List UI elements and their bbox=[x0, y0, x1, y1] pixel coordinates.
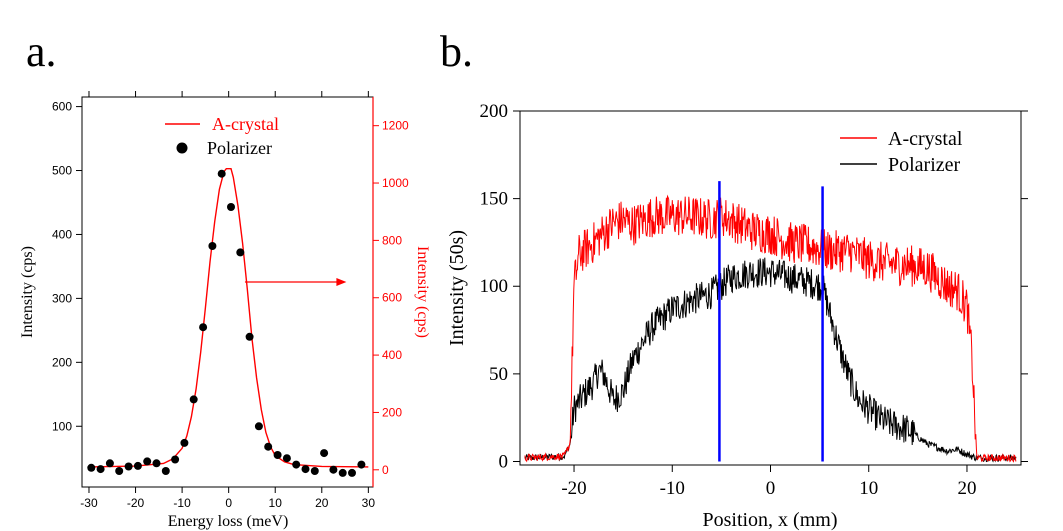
panel-a-y-axis: 100 200 300 400 500 600 bbox=[52, 100, 82, 433]
panel-b-label: b. bbox=[440, 27, 473, 76]
polarizer-point bbox=[301, 465, 310, 474]
a-x-tick-label: 20 bbox=[315, 496, 329, 510]
polarizer-point bbox=[199, 323, 208, 332]
a-y2-tick-label: 1000 bbox=[382, 176, 409, 190]
panel-b-y-label: Intensity (50s) bbox=[446, 230, 468, 346]
polarizer-point bbox=[338, 468, 347, 477]
b-y-tick-label: 150 bbox=[480, 189, 509, 210]
a-x-tick-label: -10 bbox=[173, 496, 191, 510]
a-x-tick-label: 10 bbox=[269, 496, 283, 510]
polarizer-point bbox=[180, 438, 189, 447]
axis-arrow-head bbox=[336, 277, 347, 286]
polarizer-point bbox=[320, 449, 329, 458]
polarizer-point bbox=[189, 395, 198, 404]
a-y2-tick-label: 800 bbox=[382, 233, 402, 247]
b-x-tick-label: 0 bbox=[766, 478, 776, 499]
panel-a-x-axis: -30 -20 -10 0 10 20 30 bbox=[80, 91, 375, 510]
a-y2-tick-label: 0 bbox=[382, 463, 389, 477]
legend-polarizer-marker bbox=[176, 142, 188, 154]
b-x-tick-label: -20 bbox=[561, 478, 586, 499]
polarizer-point bbox=[245, 332, 254, 341]
b-x-tick-label: 20 bbox=[957, 478, 976, 499]
panel-b-vertical-markers bbox=[718, 181, 824, 462]
panel-a-y2-label: Intensity (cps) bbox=[414, 246, 431, 338]
b-x-tick-label: 10 bbox=[859, 478, 878, 499]
polarizer-point bbox=[236, 248, 245, 257]
panel-b-chart: -20 -10 0 10 20 0 50 100 150 200 A-crystal Polar… bbox=[446, 101, 1028, 531]
polarizer-point bbox=[329, 465, 338, 474]
panel-b-y-axis: 0 50 100 150 200 bbox=[480, 101, 1028, 472]
polarizer-point bbox=[143, 457, 152, 466]
legend-a-crystal-label: A-crystal bbox=[212, 114, 279, 134]
legend-b-a-crystal-label: A-crystal bbox=[888, 128, 963, 150]
legend-b-polarizer-label: Polarizer bbox=[888, 154, 961, 176]
polarizer-point bbox=[96, 465, 105, 474]
a-y2-tick-label: 400 bbox=[382, 348, 402, 362]
polarizer-point bbox=[273, 451, 282, 459]
a-y-tick-label: 200 bbox=[52, 355, 72, 369]
polarizer-point bbox=[348, 468, 356, 477]
polarizer-point bbox=[105, 459, 114, 468]
b-polarizer-line bbox=[524, 257, 1017, 463]
panel-b-x-label: Position, x (mm) bbox=[702, 509, 837, 531]
a-y-tick-label: 600 bbox=[52, 100, 72, 114]
a-x-tick-label: -20 bbox=[127, 496, 145, 510]
panel-a-series bbox=[87, 168, 369, 477]
a-x-tick-label: 0 bbox=[225, 496, 232, 510]
panel-a-label: a. bbox=[26, 27, 57, 76]
b-y-tick-label: 50 bbox=[489, 364, 508, 385]
a-crystal-line bbox=[88, 168, 369, 468]
a-y-tick-label: 400 bbox=[52, 227, 72, 241]
panel-b-x-axis: -20 -10 0 10 20 bbox=[561, 465, 976, 499]
polarizer-point bbox=[254, 422, 263, 431]
polarizer-point bbox=[217, 169, 226, 178]
panel-a-chart: -30 -20 -10 0 10 20 30 100 200 300 400 500 600 0 200… bbox=[19, 91, 431, 530]
a-y-tick-label: 500 bbox=[52, 164, 72, 178]
panel-a-y2-axis: 0 200 400 600 800 1000 1200 bbox=[372, 97, 409, 487]
polarizer-point bbox=[124, 462, 133, 471]
panel-a-y-label: Intensity (cps) bbox=[19, 246, 36, 338]
polarizer-point bbox=[282, 454, 291, 463]
polarizer-point bbox=[208, 242, 217, 250]
a-y-tick-label: 300 bbox=[52, 291, 72, 305]
polarizer-point bbox=[87, 463, 96, 472]
b-y-tick-label: 0 bbox=[499, 451, 509, 472]
polarizer-point bbox=[152, 459, 161, 468]
polarizer-point bbox=[310, 467, 319, 475]
a-y-tick-label: 100 bbox=[52, 419, 72, 433]
polarizer-point bbox=[161, 467, 170, 475]
b-x-tick-label: -10 bbox=[660, 478, 685, 499]
b-y-tick-label: 100 bbox=[480, 276, 509, 297]
a-y2-tick-label: 600 bbox=[382, 291, 402, 305]
b-y-tick-label: 200 bbox=[480, 101, 509, 122]
polarizer-point bbox=[357, 460, 366, 469]
panel-b-series bbox=[524, 194, 1017, 463]
a-y2-tick-label: 200 bbox=[382, 405, 402, 419]
a-x-tick-label: 30 bbox=[362, 496, 376, 510]
a-x-tick-label: -30 bbox=[80, 496, 98, 510]
panel-a-x-label: Energy loss (meV) bbox=[168, 513, 289, 530]
polarizer-point bbox=[227, 203, 235, 211]
polarizer-point bbox=[264, 442, 273, 451]
a-y2-tick-label: 1200 bbox=[382, 119, 409, 133]
polarizer-point bbox=[115, 467, 124, 475]
polarizer-point bbox=[171, 455, 180, 464]
b-a-crystal-line bbox=[524, 194, 1017, 463]
polarizer-point bbox=[292, 460, 301, 469]
legend-polarizer-label: Polarizer bbox=[207, 138, 272, 158]
polarizer-point bbox=[133, 461, 142, 470]
